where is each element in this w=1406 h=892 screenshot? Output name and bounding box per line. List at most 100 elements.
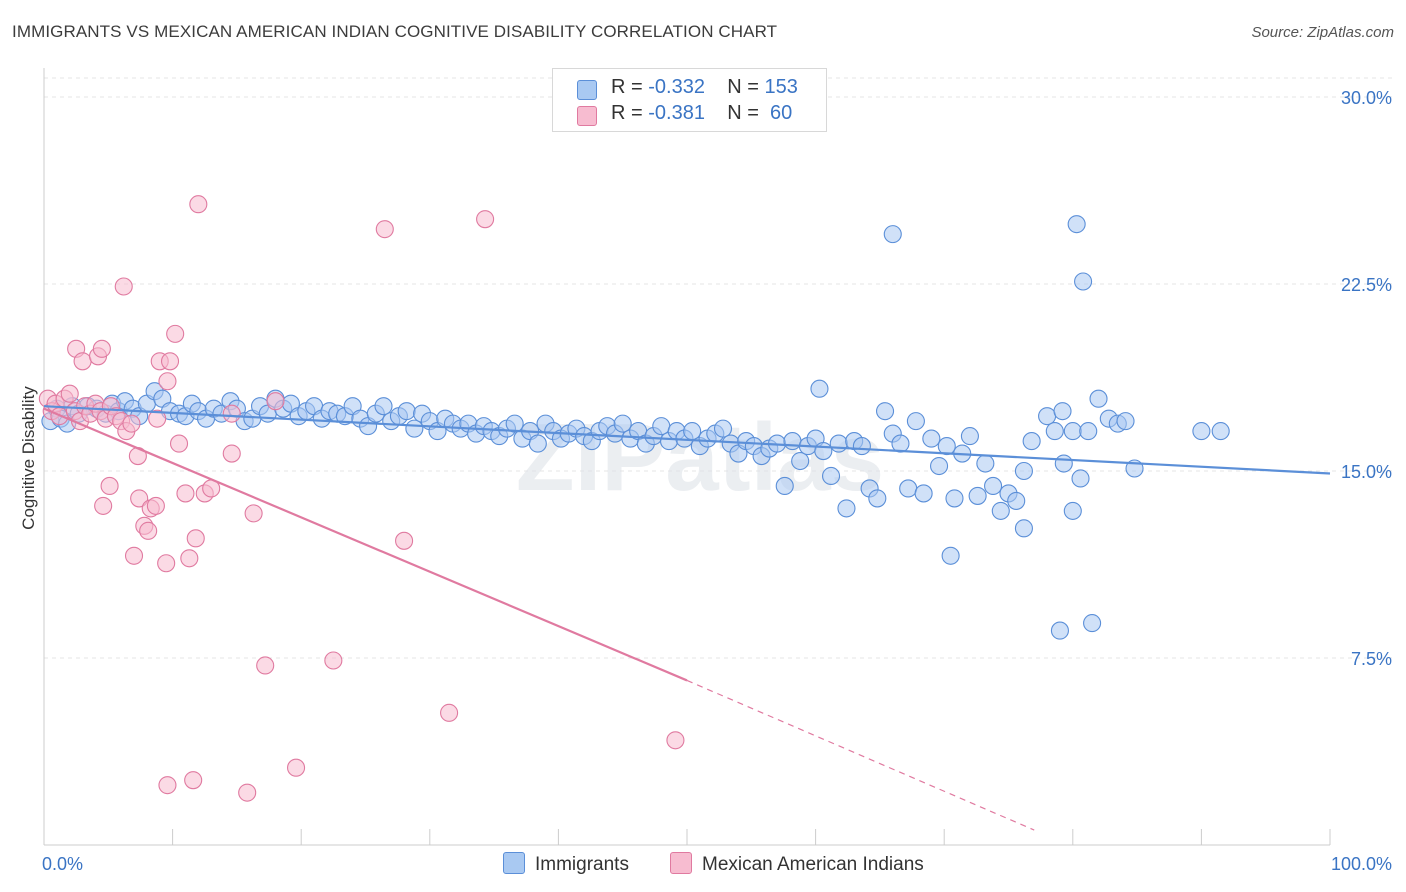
point-immigrants bbox=[984, 476, 1003, 496]
point-immigrants bbox=[837, 499, 856, 518]
point-immigrants bbox=[1050, 621, 1069, 640]
point-immigrants bbox=[652, 417, 671, 436]
point-mexican bbox=[186, 529, 205, 548]
point-mexican bbox=[124, 546, 144, 565]
point-mexican bbox=[375, 220, 394, 239]
grid-lines bbox=[44, 77, 1392, 659]
point-mexican bbox=[114, 277, 133, 296]
point-mexican bbox=[60, 384, 79, 403]
point-immigrants bbox=[930, 456, 949, 476]
point-mexican bbox=[160, 352, 180, 371]
stat-swatch-mexican bbox=[577, 106, 597, 126]
source-label: Source: ZipAtlas.com bbox=[1251, 24, 1394, 41]
point-immigrants bbox=[1038, 407, 1057, 426]
point-immigrants bbox=[1007, 491, 1026, 510]
point-mexican bbox=[139, 521, 158, 540]
point-immigrants bbox=[1063, 501, 1082, 520]
point-immigrants bbox=[1067, 215, 1086, 234]
point-mexican bbox=[666, 731, 685, 750]
n-value: 153 bbox=[764, 76, 798, 98]
legend-item-mexican[interactable]: Mexican American Indians bbox=[670, 852, 924, 876]
point-immigrants bbox=[941, 546, 960, 565]
point-mexican bbox=[222, 404, 241, 423]
x-tick-label: 100.0% bbox=[1331, 854, 1392, 874]
point-immigrants bbox=[1192, 422, 1211, 441]
point-immigrants bbox=[1054, 454, 1073, 473]
data-points bbox=[38, 195, 1230, 802]
x-tick-label: 0.0% bbox=[42, 854, 83, 874]
point-mexican bbox=[130, 489, 149, 508]
point-immigrants bbox=[914, 484, 933, 503]
point-immigrants bbox=[1053, 402, 1072, 421]
legend-label-mexican: Mexican American Indians bbox=[702, 854, 924, 875]
point-immigrants bbox=[613, 414, 632, 433]
r-label: R = bbox=[611, 102, 649, 124]
point-immigrants bbox=[1083, 614, 1102, 633]
n-label: N = bbox=[727, 76, 765, 98]
point-immigrants bbox=[868, 489, 887, 508]
point-immigrants bbox=[852, 437, 871, 456]
point-mexican bbox=[476, 210, 495, 229]
tick-labels: 7.5% 15.0% 22.5% 30.0% 0.0% 100.0% Cognitive D… bbox=[19, 88, 1392, 874]
point-immigrants bbox=[875, 402, 895, 421]
point-immigrants bbox=[1045, 422, 1064, 441]
point-immigrants bbox=[1116, 412, 1135, 431]
point-immigrants bbox=[991, 501, 1010, 520]
trend-immigrants bbox=[43, 405, 1331, 475]
point-immigrants bbox=[505, 414, 524, 433]
point-mexican bbox=[146, 496, 165, 515]
point-mexican bbox=[324, 651, 343, 670]
point-immigrants bbox=[783, 432, 802, 451]
point-immigrants bbox=[683, 422, 702, 441]
point-immigrants bbox=[374, 397, 393, 416]
trend-mexican-extension bbox=[686, 679, 1035, 831]
point-immigrants bbox=[1071, 469, 1090, 488]
point-mexican bbox=[157, 554, 176, 573]
y-tick-label: 15.0% bbox=[1341, 462, 1392, 482]
point-mexican bbox=[238, 783, 257, 802]
point-immigrants bbox=[960, 427, 979, 446]
point-immigrants bbox=[1014, 519, 1033, 538]
stats-box: R = -0.332 N = 153 R = -0.381 N = 60 bbox=[552, 68, 827, 132]
point-immigrants bbox=[1014, 461, 1033, 481]
point-immigrants bbox=[1074, 272, 1093, 291]
r-value: -0.381 bbox=[648, 102, 705, 124]
point-immigrants bbox=[775, 476, 794, 496]
chart-title: IMMIGRANTS VS MEXICAN AMERICAN INDIAN CO… bbox=[12, 22, 778, 41]
point-mexican bbox=[148, 409, 167, 428]
legend-swatch-mexican bbox=[670, 852, 692, 874]
point-mexican bbox=[222, 444, 241, 463]
y-tick-label: 22.5% bbox=[1341, 275, 1392, 295]
axes bbox=[43, 68, 1331, 846]
point-mexican bbox=[256, 656, 275, 675]
point-immigrants bbox=[821, 466, 841, 486]
point-mexican bbox=[122, 414, 141, 433]
point-immigrants bbox=[814, 442, 833, 461]
point-immigrants bbox=[1089, 389, 1108, 408]
r-label: R = bbox=[611, 76, 649, 98]
point-mexican bbox=[176, 484, 195, 503]
point-immigrants bbox=[976, 454, 995, 473]
point-immigrants bbox=[829, 434, 848, 453]
point-mexican bbox=[73, 352, 92, 371]
point-mexican bbox=[184, 771, 203, 790]
n-value: 60 bbox=[764, 102, 793, 124]
point-immigrants bbox=[937, 437, 956, 456]
point-immigrants bbox=[899, 479, 918, 498]
legend-label-immigrants: Immigrants bbox=[535, 854, 629, 875]
point-immigrants bbox=[528, 434, 547, 453]
point-immigrants bbox=[397, 402, 416, 421]
n-label: N = bbox=[727, 102, 765, 124]
y-tick-label: 7.5% bbox=[1351, 649, 1392, 669]
point-mexican bbox=[266, 392, 285, 411]
point-immigrants bbox=[1079, 422, 1098, 441]
point-immigrants bbox=[1022, 432, 1041, 451]
point-immigrants bbox=[906, 412, 925, 431]
point-immigrants bbox=[883, 225, 902, 244]
y-tick-label: 30.0% bbox=[1341, 88, 1392, 108]
legend-item-immigrants[interactable]: Immigrants bbox=[503, 852, 629, 876]
point-mexican bbox=[244, 504, 263, 523]
point-mexican bbox=[287, 758, 306, 777]
point-mexican bbox=[94, 496, 113, 515]
